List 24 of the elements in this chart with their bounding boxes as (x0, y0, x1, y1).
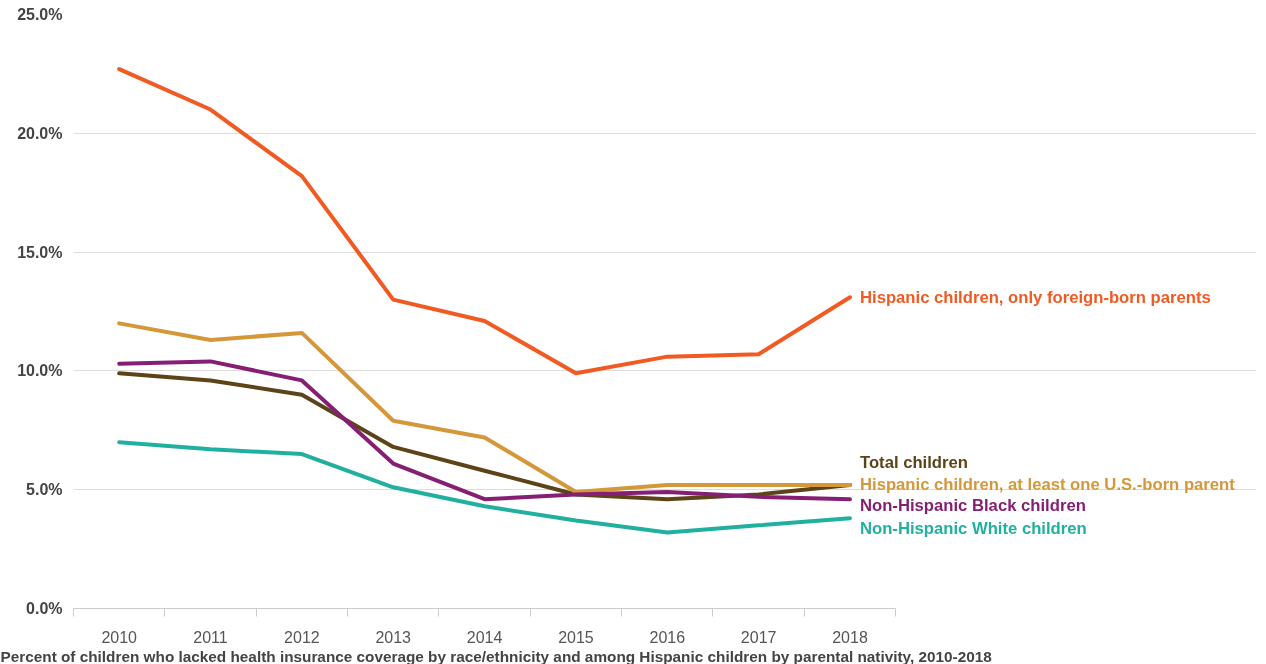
x-tick-label: 2014 (466, 628, 503, 646)
series-label: Non-Hispanic White children (859, 518, 1087, 538)
text: Percent of children who lacked health insurance coverage by race/ethnicity and among Hispanic children by parental nativity, 2010-2018 (0, 647, 993, 664)
y-tick-label: 0.0% (26, 600, 63, 617)
series-label: Non-Hispanic Black children (859, 495, 1086, 515)
series-label: Hispanic children, at least one U.S.-born parent (859, 475, 1236, 495)
series-label: Hispanic children, only foreign-born parents (859, 287, 1211, 307)
y-tick-label: 10.0% (17, 362, 63, 380)
x-tick-label: 2015 (558, 628, 594, 646)
x-tick-label: 2013 (375, 628, 412, 646)
series-label: Total children (859, 453, 968, 473)
y-tick-label: 25.0% (17, 6, 63, 23)
x-tick-label: 2016 (649, 628, 686, 646)
x-tick-label: 2011 (193, 628, 228, 646)
x-tick-label: 2017 (740, 628, 777, 646)
y-tick-label: 20.0% (17, 124, 63, 142)
line-series (117, 67, 852, 376)
y-tick-label: 5.0% (26, 481, 63, 499)
y-tick-label: 15.0% (17, 243, 63, 261)
x-tick-label: 2018 (832, 628, 868, 646)
line-series (117, 321, 852, 495)
line-series (117, 440, 852, 535)
x-tick-label: 2012 (284, 628, 320, 646)
x-tick-label: 2010 (101, 628, 138, 646)
